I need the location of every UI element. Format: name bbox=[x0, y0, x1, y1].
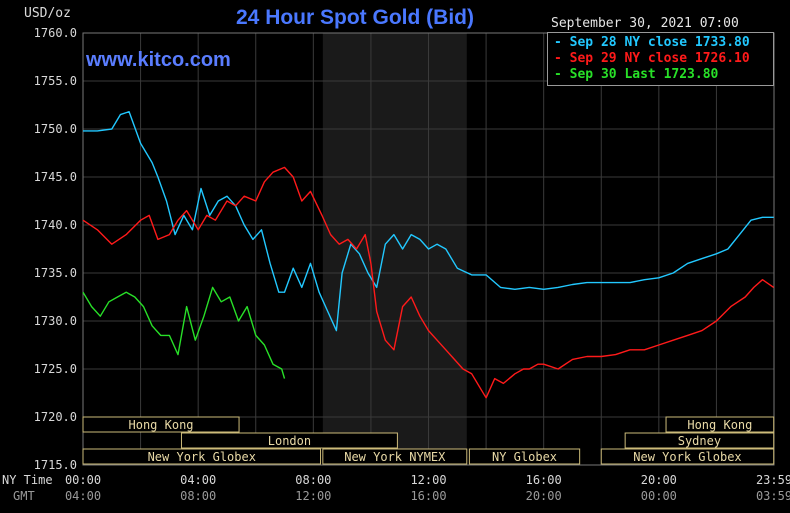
y-tick-label: 1725.0 bbox=[34, 362, 77, 376]
x-tick-label-gmt: 12:00 bbox=[295, 489, 331, 503]
y-tick-label: 1715.0 bbox=[34, 458, 77, 472]
market-label: Sydney bbox=[678, 434, 721, 448]
legend-dash: - bbox=[554, 67, 562, 82]
market-sessions: Hong Kong Hong Kong London Sydney New York G… bbox=[82, 416, 775, 465]
y-axis-units: USD/oz bbox=[24, 6, 71, 21]
x-tick-label-ny: 04:00 bbox=[180, 473, 216, 487]
chart-title: 24 Hour Spot Gold (Bid) bbox=[236, 6, 474, 29]
market-box bbox=[322, 448, 468, 465]
market-label: New York Globex bbox=[148, 450, 256, 464]
x-tick-label-ny: 20:00 bbox=[641, 473, 677, 487]
y-tick-label: 1730.0 bbox=[34, 314, 77, 328]
legend-item-sep30: - Sep 30 Last 1723.80 bbox=[554, 67, 718, 82]
x-tick-label-gmt: 00:00 bbox=[641, 489, 677, 503]
legend-label-sep30: Sep 30 Last 1723.80 bbox=[569, 67, 719, 82]
x-axis-ticks: NY Time GMT 00:00 04:00 04:00 08:00 08:00 12:00… bbox=[2, 473, 790, 503]
legend-item-sep28: - Sep 28 NY close 1733.80 bbox=[554, 35, 750, 50]
series-line-sep30 bbox=[82, 286, 286, 379]
market-label: New York NYMEX bbox=[344, 450, 446, 464]
market-box bbox=[665, 416, 775, 433]
market-box bbox=[82, 416, 240, 433]
x-tick-label-gmt: 03:59 bbox=[756, 489, 790, 503]
market-label: NY Globex bbox=[492, 450, 557, 464]
series-line-sep29 bbox=[82, 166, 775, 399]
market-box bbox=[180, 432, 398, 449]
closed-band-rect bbox=[322, 33, 467, 465]
timestamp: September 30, 2021 07:00 bbox=[551, 16, 739, 31]
legend-dash: - bbox=[554, 51, 562, 66]
y-axis-ticks: 1760.0 1755.0 1750.0 1745.0 1740.0 1735.0 1730… bbox=[34, 26, 77, 472]
legend-dash: - bbox=[554, 35, 562, 50]
y-tick-label: 1735.0 bbox=[34, 266, 77, 280]
market-label: Hong Kong bbox=[129, 418, 194, 432]
x-tick-label-ny: 16:00 bbox=[526, 473, 562, 487]
x-row-label-gmt: GMT bbox=[13, 489, 35, 503]
y-tick-label: 1750.0 bbox=[34, 122, 77, 136]
market-label: New York Globex bbox=[633, 450, 741, 464]
x-tick-label-ny: 12:00 bbox=[410, 473, 446, 487]
legend: - Sep 28 NY close 1733.80 - Sep 29 NY cl… bbox=[547, 32, 774, 86]
x-tick-label-gmt: 16:00 bbox=[410, 489, 446, 503]
y-tick-label: 1745.0 bbox=[34, 170, 77, 184]
x-row-label-ny: NY Time bbox=[2, 473, 53, 487]
y-tick-label: 1760.0 bbox=[34, 26, 77, 40]
market-label: London bbox=[268, 434, 311, 448]
legend-label-sep28: Sep 28 NY close 1733.80 bbox=[569, 35, 750, 50]
y-tick-label: 1755.0 bbox=[34, 74, 77, 88]
market-closed-band bbox=[322, 33, 467, 465]
plot-frame bbox=[82, 32, 775, 466]
market-box bbox=[624, 432, 775, 449]
x-tick-label-gmt: 04:00 bbox=[65, 489, 101, 503]
y-tick-label: 1720.0 bbox=[34, 410, 77, 424]
x-tick-label-gmt: 20:00 bbox=[526, 489, 562, 503]
legend-item-sep29: - Sep 29 NY close 1726.10 bbox=[554, 51, 750, 66]
market-box bbox=[82, 448, 322, 465]
market-box bbox=[600, 448, 775, 465]
price-series bbox=[82, 110, 775, 399]
market-label: Hong Kong bbox=[687, 418, 752, 432]
x-tick-label-ny: 23:59 bbox=[756, 473, 790, 487]
legend-label-sep29: Sep 29 NY close 1726.10 bbox=[569, 51, 750, 66]
x-tick-label-gmt: 08:00 bbox=[180, 489, 216, 503]
x-tick-label-ny: 00:00 bbox=[65, 473, 101, 487]
brand-url[interactable]: www.kitco.com bbox=[86, 49, 231, 71]
y-tick-label: 1740.0 bbox=[34, 218, 77, 232]
market-box bbox=[468, 448, 581, 465]
x-tick-label-ny: 08:00 bbox=[295, 473, 331, 487]
